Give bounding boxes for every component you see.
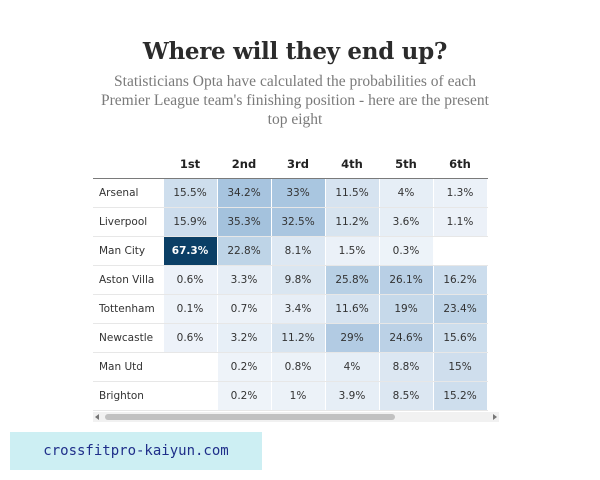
- scroll-thumb[interactable]: [105, 414, 395, 420]
- probability-cell: 4%: [325, 352, 380, 382]
- watermark: crossfitpro-kaiyun.com: [10, 432, 262, 470]
- probability-cell: 3.4%: [271, 294, 326, 324]
- position-column-header: 2nd: [217, 150, 271, 179]
- probability-cell: 3.3%: [217, 265, 272, 295]
- team-name-cell: Brighton: [93, 381, 164, 411]
- chart-subtitle: Statisticians Opta have calculated the p…: [100, 73, 489, 128]
- probability-table-viewport[interactable]: 1st 2nd 3rd 4th 5th 6th Arsenal 15.5% 34.2% 33% 1…: [93, 150, 499, 412]
- watermark-text: crossfitpro-kaiyun.com: [43, 443, 229, 459]
- probability-cell: 25.8%: [325, 265, 380, 295]
- probability-cell: 3.2%: [217, 323, 272, 353]
- team-name-cell: Newcastle: [93, 323, 164, 353]
- table-row: Aston Villa 0.6% 3.3% 9.8% 25.8% 26.1% 16.2%: [93, 265, 488, 295]
- probability-cell: 11.2%: [325, 207, 380, 237]
- probability-cell: 32.5%: [271, 207, 326, 237]
- table-row: Newcastle 0.6% 3.2% 11.2% 29% 24.6% 15.6%: [93, 323, 488, 353]
- probability-cell: 24.6%: [379, 323, 434, 353]
- probability-cell: 3.6%: [379, 207, 434, 237]
- probability-cell: 15%: [433, 352, 488, 382]
- table-row: Brighton 0.2% 1% 3.9% 8.5% 15.2%: [93, 381, 488, 411]
- probability-cell: [433, 236, 488, 266]
- probability-cell: 29%: [325, 323, 380, 353]
- table-header-row: 1st 2nd 3rd 4th 5th 6th: [93, 150, 487, 179]
- position-column-header: 3rd: [271, 150, 325, 179]
- probability-cell: 9.8%: [271, 265, 326, 295]
- table-row: Man City 67.3% 22.8% 8.1% 1.5% 0.3%: [93, 236, 488, 266]
- probability-cell: 15.6%: [433, 323, 488, 353]
- probability-cell: 4%: [379, 178, 434, 208]
- probability-cell: 1.3%: [433, 178, 488, 208]
- probability-cell: 0.2%: [217, 381, 272, 411]
- probability-cell: 33%: [271, 178, 326, 208]
- position-column-header: 5th: [379, 150, 433, 179]
- team-name-cell: Tottenham: [93, 294, 164, 324]
- probability-cell: 67.3%: [163, 236, 218, 266]
- probability-cell: 0.1%: [163, 294, 218, 324]
- table-row: Liverpool 15.9% 35.3% 32.5% 11.2% 3.6% 1.1%: [93, 207, 488, 237]
- probability-cell: 19%: [379, 294, 434, 324]
- probability-cell: 0.2%: [217, 352, 272, 382]
- probability-cell: 0.7%: [217, 294, 272, 324]
- probability-cell: 0.3%: [379, 236, 434, 266]
- team-name-cell: Aston Villa: [93, 265, 164, 295]
- team-column-header: [93, 150, 163, 179]
- probability-cell: [163, 381, 218, 411]
- probability-cell: 26.1%: [379, 265, 434, 295]
- probability-cell: 34.2%: [217, 178, 272, 208]
- table-row: Tottenham 0.1% 0.7% 3.4% 11.6% 19% 23.4%: [93, 294, 488, 324]
- probability-cell: 16.2%: [433, 265, 488, 295]
- position-column-header: 6th: [433, 150, 487, 179]
- position-column-header: 4th: [325, 150, 379, 179]
- team-name-cell: Man Utd: [93, 352, 164, 382]
- probability-cell: 11.6%: [325, 294, 380, 324]
- probability-cell: 1.1%: [433, 207, 488, 237]
- probability-cell: 22.8%: [217, 236, 272, 266]
- chart-title: Where will they end up?: [142, 38, 448, 65]
- horizontal-scrollbar[interactable]: [93, 412, 499, 422]
- team-name-cell: Liverpool: [93, 207, 164, 237]
- probability-cell: 8.5%: [379, 381, 434, 411]
- table-row: Arsenal 15.5% 34.2% 33% 11.5% 4% 1.3%: [93, 178, 488, 208]
- probability-cell: 8.8%: [379, 352, 434, 382]
- probability-cell: [163, 352, 218, 382]
- probability-cell: 3.9%: [325, 381, 380, 411]
- position-column-header: 1st: [163, 150, 217, 179]
- table-row: Man Utd 0.2% 0.8% 4% 8.8% 15%: [93, 352, 488, 382]
- team-name-cell: Man City: [93, 236, 164, 266]
- probability-cell: 1%: [271, 381, 326, 411]
- probability-cell: 15.5%: [163, 178, 218, 208]
- probability-cell: 11.5%: [325, 178, 380, 208]
- probability-cell: 0.8%: [271, 352, 326, 382]
- probability-cell: 15.9%: [163, 207, 218, 237]
- probability-cell: 0.6%: [163, 265, 218, 295]
- probability-table: 1st 2nd 3rd 4th 5th 6th Arsenal 15.5% 34.2% 33% 1…: [93, 150, 488, 411]
- probability-cell: 35.3%: [217, 207, 272, 237]
- scroll-right-arrow-icon[interactable]: [493, 414, 497, 420]
- probability-cell: 11.2%: [271, 323, 326, 353]
- team-name-cell: Arsenal: [93, 178, 164, 208]
- probability-cell: 0.6%: [163, 323, 218, 353]
- probability-cell: 15.2%: [433, 381, 488, 411]
- probability-cell: 8.1%: [271, 236, 326, 266]
- probability-cell: 1.5%: [325, 236, 380, 266]
- probability-cell: 23.4%: [433, 294, 488, 324]
- scroll-left-arrow-icon[interactable]: [95, 414, 99, 420]
